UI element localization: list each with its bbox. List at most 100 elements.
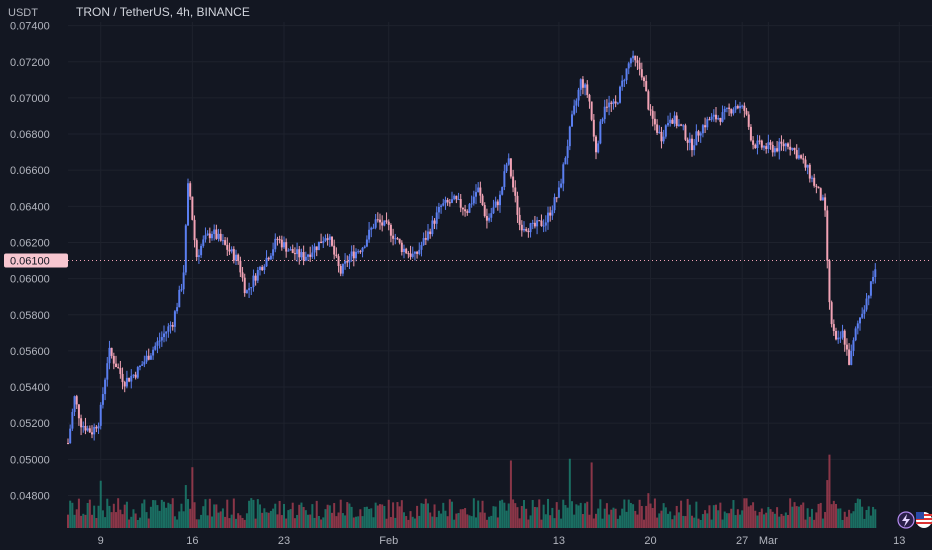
volume-bar bbox=[732, 500, 735, 528]
candle-body bbox=[673, 115, 676, 124]
volume-bar bbox=[776, 507, 779, 528]
chart-grid bbox=[68, 22, 932, 528]
candle-body bbox=[845, 344, 848, 350]
volume-bar bbox=[636, 514, 639, 528]
volume-bar bbox=[660, 510, 663, 528]
volume-bar bbox=[346, 502, 349, 528]
candle-body bbox=[333, 245, 336, 255]
candle-body bbox=[828, 260, 831, 303]
lightning-icon[interactable] bbox=[897, 511, 915, 529]
candle-body bbox=[806, 164, 809, 168]
volume-bar bbox=[158, 510, 161, 528]
volume-bar bbox=[754, 510, 757, 528]
volume-bar bbox=[817, 503, 820, 528]
volume-bar bbox=[730, 508, 733, 528]
volume-bar bbox=[400, 500, 403, 528]
candle-body bbox=[121, 373, 124, 383]
candle-body bbox=[322, 241, 325, 244]
candle-body bbox=[413, 251, 416, 254]
volume-bar bbox=[773, 513, 776, 528]
volume-bar bbox=[178, 511, 181, 528]
candle-body bbox=[736, 106, 739, 109]
volume-bar bbox=[749, 505, 752, 528]
candle-body bbox=[213, 229, 216, 235]
volume-bar bbox=[745, 498, 748, 528]
volume-bar bbox=[708, 505, 711, 528]
candle-body bbox=[636, 60, 639, 63]
volume-bar bbox=[427, 503, 429, 528]
volume-bar bbox=[221, 508, 224, 528]
candle-body bbox=[309, 254, 312, 257]
volume-bar bbox=[625, 511, 628, 528]
candle-body bbox=[763, 146, 765, 148]
price-axis[interactable]: 0.07400 0.07200 0.07000 0.06800 0.06600 0.064… bbox=[10, 21, 50, 503]
candle-body bbox=[697, 131, 700, 136]
candle-body bbox=[379, 219, 381, 223]
volume-bar bbox=[874, 509, 877, 528]
candle-body bbox=[752, 140, 755, 145]
volume-bar bbox=[335, 516, 338, 528]
candle-body bbox=[599, 121, 602, 144]
candle-body bbox=[562, 164, 565, 184]
volume-bar bbox=[99, 480, 102, 528]
candle-body bbox=[91, 432, 93, 435]
candle-body bbox=[82, 425, 85, 428]
volume-bar bbox=[125, 501, 128, 528]
volume-bar bbox=[568, 458, 571, 528]
time-axis[interactable]: 9 16 23 Feb 13 20 27 Mar 13 bbox=[98, 535, 906, 547]
candle-body bbox=[841, 330, 844, 338]
candle-body bbox=[250, 287, 253, 289]
candle-body bbox=[80, 418, 83, 428]
volume-bar bbox=[387, 499, 390, 528]
volume-bar bbox=[797, 506, 800, 528]
volume-bar bbox=[448, 499, 451, 528]
volume-bar bbox=[741, 510, 744, 528]
volume-bar bbox=[704, 510, 707, 528]
volume-bar bbox=[721, 519, 724, 528]
volume-bar bbox=[756, 515, 759, 528]
volume-bar bbox=[787, 514, 789, 528]
candle-body bbox=[123, 382, 126, 387]
volume-bar bbox=[802, 502, 805, 528]
volume-bar bbox=[547, 498, 549, 528]
candle-body bbox=[108, 347, 111, 364]
volume-bar bbox=[697, 518, 700, 528]
candle-body bbox=[339, 266, 342, 274]
volume-bar bbox=[544, 514, 547, 528]
volume-bar bbox=[130, 516, 133, 528]
candle-body bbox=[592, 119, 595, 137]
candle-body bbox=[296, 249, 299, 255]
volume-bar bbox=[682, 515, 685, 528]
candle-body bbox=[704, 125, 707, 128]
candle-body bbox=[512, 176, 515, 188]
candle-body bbox=[283, 242, 285, 248]
candle-body bbox=[575, 100, 578, 106]
volume-bar bbox=[333, 503, 336, 528]
volume-bar bbox=[160, 499, 163, 528]
us-flag-icon[interactable] bbox=[916, 512, 932, 528]
y-tick-label: 0.04800 bbox=[10, 490, 50, 502]
candle-body bbox=[411, 253, 414, 257]
volume-bar bbox=[173, 516, 176, 528]
candle-body bbox=[173, 311, 176, 327]
volume-bar bbox=[808, 516, 811, 528]
volume-bar bbox=[341, 513, 344, 528]
volume-bar bbox=[658, 513, 661, 528]
volume-bar bbox=[621, 508, 624, 528]
volume-bar bbox=[555, 502, 558, 528]
candle-body bbox=[422, 238, 425, 246]
volume-bar bbox=[616, 518, 619, 528]
x-tick-label: 20 bbox=[644, 535, 656, 547]
volume-bar bbox=[760, 508, 763, 528]
candle-body bbox=[352, 251, 355, 259]
volume-bar bbox=[252, 499, 255, 528]
candle-body bbox=[688, 138, 691, 143]
candle-body bbox=[77, 404, 80, 419]
volume-bar bbox=[509, 460, 512, 528]
volume-bar bbox=[581, 514, 584, 528]
volume-bar bbox=[488, 516, 491, 528]
volume-bar bbox=[662, 503, 665, 528]
volume-bar bbox=[304, 510, 307, 528]
candle-body bbox=[555, 197, 558, 199]
